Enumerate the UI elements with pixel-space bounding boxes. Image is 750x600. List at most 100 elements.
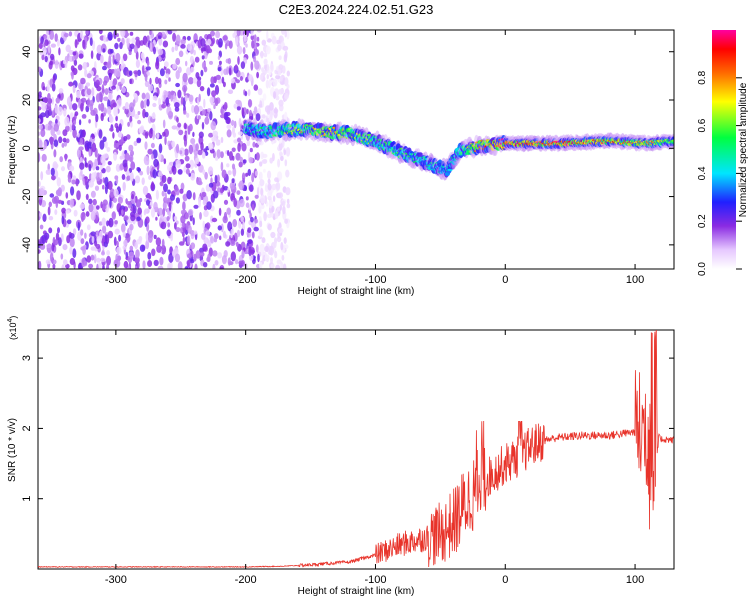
noise-blob	[133, 45, 138, 54]
noise-blob	[263, 168, 266, 173]
noise-blob	[270, 263, 275, 269]
noise-blob	[175, 34, 181, 45]
noise-blob	[271, 205, 275, 213]
noise-blob	[152, 169, 157, 179]
noise-blob	[175, 143, 180, 154]
noise-blob	[184, 148, 189, 156]
noise-blob	[284, 159, 288, 167]
noise-blob	[161, 174, 167, 184]
noise-blob	[251, 40, 255, 49]
noise-blob	[261, 159, 267, 164]
noise-blob	[174, 106, 180, 112]
noise-blob	[276, 206, 281, 212]
noise-blob	[128, 70, 133, 76]
noise-blob	[221, 255, 227, 265]
noise-blob	[100, 201, 103, 209]
noise-blob	[146, 99, 150, 107]
noise-blob	[171, 46, 175, 53]
noise-blob	[247, 89, 251, 97]
noise-blob	[167, 263, 171, 269]
noise-blob	[142, 65, 145, 75]
noise-blob	[236, 209, 241, 216]
noise-blob	[236, 45, 243, 55]
noise-blob	[112, 197, 117, 203]
noise-blob	[166, 229, 172, 237]
noise-blob	[176, 116, 179, 123]
noise-blob	[186, 235, 191, 245]
noise-blob	[99, 140, 105, 150]
noise-blob	[94, 185, 100, 191]
noise-blob	[165, 73, 170, 79]
noise-blob	[173, 216, 178, 221]
x-tick-label: 0	[502, 274, 508, 286]
noise-blob	[153, 46, 156, 55]
noise-blob	[284, 92, 289, 100]
noise-blob	[54, 104, 59, 114]
noise-blob	[77, 221, 81, 231]
noise-blob	[285, 187, 291, 196]
noise-blob	[125, 170, 130, 176]
noise-blob	[186, 35, 191, 41]
noise-blob	[82, 245, 86, 256]
noise-blob	[69, 257, 76, 266]
noise-blob	[65, 44, 71, 53]
noise-blob	[185, 60, 188, 67]
noise-blob	[95, 79, 100, 88]
noise-blob	[197, 180, 203, 186]
noise-blob	[123, 239, 128, 247]
spectrogram-ridge	[243, 118, 674, 181]
noise-blob	[275, 264, 281, 269]
noise-blob	[165, 197, 172, 203]
noise-blob	[205, 222, 211, 230]
noise-blob	[227, 150, 230, 157]
noise-blob	[68, 31, 73, 37]
noise-blob	[88, 203, 94, 213]
noise-blob	[144, 80, 150, 88]
noise-blob	[170, 93, 174, 102]
noise-blob	[200, 142, 204, 151]
noise-blob	[129, 31, 134, 36]
noise-blob	[230, 78, 236, 84]
noise-blob	[111, 211, 116, 220]
noise-blob	[221, 169, 227, 179]
noise-blob	[40, 171, 44, 181]
noise-blob	[179, 188, 184, 194]
noise-blob	[174, 102, 180, 108]
noise-blob	[274, 177, 279, 183]
noise-blob	[107, 230, 114, 239]
noise-blob	[38, 260, 42, 269]
noise-blob	[201, 121, 205, 130]
noise-blob	[197, 105, 203, 112]
noise-blob	[275, 95, 280, 101]
noise-blob	[171, 125, 177, 130]
noise-blob	[145, 216, 150, 224]
noise-blob	[195, 157, 200, 165]
noise-blob	[231, 178, 235, 184]
noise-blob	[139, 170, 144, 176]
noise-blob	[248, 74, 253, 82]
noise-blob	[126, 38, 129, 49]
noise-blob	[284, 218, 288, 224]
noise-blob	[100, 154, 106, 164]
noise-blob	[190, 172, 196, 181]
noise-blob	[49, 60, 53, 66]
noise-blob	[229, 240, 236, 246]
noise-blob	[202, 109, 206, 116]
noise-blob	[208, 142, 214, 150]
snr-y-multiplier-base: (x10	[8, 322, 18, 340]
noise-blob	[151, 248, 156, 257]
noise-blob	[227, 257, 231, 266]
noise-blob	[252, 256, 256, 262]
noise-blob	[91, 236, 95, 244]
noise-blob	[71, 55, 75, 62]
noise-blob	[69, 165, 75, 172]
noise-blob	[114, 220, 118, 225]
noise-blob	[203, 66, 208, 73]
noise-blob	[220, 136, 224, 144]
noise-blob	[86, 73, 92, 79]
noise-blob	[234, 259, 239, 265]
noise-blob	[160, 244, 167, 255]
noise-blob	[199, 251, 205, 257]
ridge-blob	[447, 168, 453, 171]
noise-blob	[212, 130, 218, 137]
